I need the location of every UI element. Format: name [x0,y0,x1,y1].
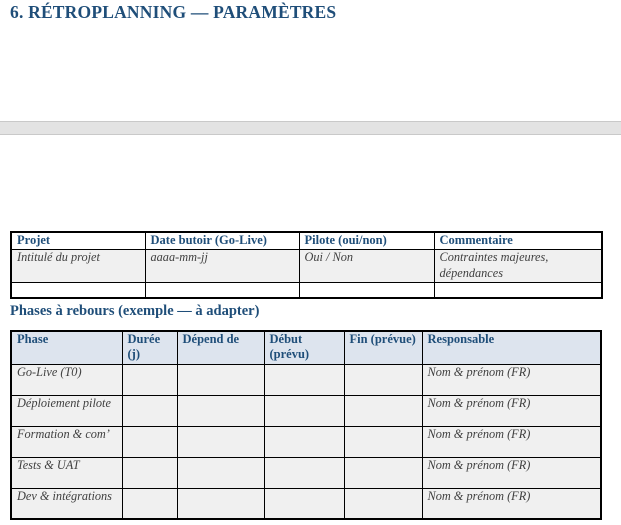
cell-debut[interactable] [263,425,345,458]
params-header-date-butoir: Date butoir (Go-Live) [144,231,300,251]
params-header-pilote: Pilote (oui/non) [298,231,435,251]
cell-responsable[interactable]: Nom & prénom (FR) [421,425,602,458]
cell-depend-de[interactable] [176,456,265,489]
cell-debut[interactable] [263,487,345,520]
cell-duree[interactable] [121,363,178,396]
cell-phase[interactable]: Go-Live (T0) [10,363,123,396]
phases-header-responsable: Responsable [421,330,602,365]
cell-empty[interactable] [10,282,146,299]
cell-commentaire[interactable]: Contraintes majeures, dépendances [433,249,603,284]
cell-fin[interactable] [343,487,423,520]
cell-fin[interactable] [343,363,423,396]
cell-empty[interactable] [298,282,435,299]
cell-empty[interactable] [433,282,603,299]
cell-debut[interactable] [263,363,345,396]
phases-header-duree: Durée (j) [121,330,178,365]
cell-pilote[interactable]: Oui / Non [298,249,435,284]
phase-row-tests-uat: Tests & UAT Nom & prénom (FR) [10,456,602,489]
phases-section-title: Phases à rebours (exemple — à adapter) [10,303,260,319]
phase-row-dev-integrations: Dev & intégrations Nom & prénom (FR) [10,487,602,520]
cell-date-butoir[interactable]: aaaa-mm-jj [144,249,300,284]
cell-duree[interactable] [121,487,178,520]
phases-table: Phase Durée (j) Dépend de Début (prévu) … [10,330,602,520]
cell-phase[interactable]: Formation & com’ [10,425,123,458]
cell-duree[interactable] [121,394,178,427]
cell-duree[interactable] [121,456,178,489]
phase-row-go-live: Go-Live (T0) Nom & prénom (FR) [10,363,602,396]
params-header-projet: Projet [10,231,146,251]
cell-depend-de[interactable] [176,363,265,396]
cell-responsable[interactable]: Nom & prénom (FR) [421,363,602,396]
cell-debut[interactable] [263,394,345,427]
phases-header-fin: Fin (prévue) [343,330,423,365]
cell-responsable[interactable]: Nom & prénom (FR) [421,456,602,489]
cell-intitule-projet[interactable]: Intitulé du projet [10,249,146,284]
cell-depend-de[interactable] [176,487,265,520]
phase-row-formation-com: Formation & com’ Nom & prénom (FR) [10,425,602,458]
params-header-commentaire: Commentaire [433,231,603,251]
cell-fin[interactable] [343,425,423,458]
phases-header-depend-de: Dépend de [176,330,265,365]
params-empty-row [10,282,603,299]
cell-fin[interactable] [343,456,423,489]
cell-responsable[interactable]: Nom & prénom (FR) [421,487,602,520]
params-placeholder-row: Intitulé du projet aaaa-mm-jj Oui / Non … [10,249,603,284]
cell-debut[interactable] [263,456,345,489]
phases-header-row: Phase Durée (j) Dépend de Début (prévu) … [10,330,602,365]
phase-row-deploiement-pilote: Déploiement pilote Nom & prénom (FR) [10,394,602,427]
cell-phase[interactable]: Tests & UAT [10,456,123,489]
cell-duree[interactable] [121,425,178,458]
page-title: 6. RÉTROPLANNING — PARAMÈTRES [10,2,337,22]
cell-responsable[interactable]: Nom & prénom (FR) [421,394,602,427]
cell-fin[interactable] [343,394,423,427]
params-header-row: Projet Date butoir (Go-Live) Pilote (oui… [10,231,603,251]
cell-depend-de[interactable] [176,425,265,458]
cell-depend-de[interactable] [176,394,265,427]
section-divider-bar [0,121,621,135]
cell-phase[interactable]: Dev & intégrations [10,487,123,520]
phases-header-phase: Phase [10,330,123,365]
cell-phase[interactable]: Déploiement pilote [10,394,123,427]
params-table: Projet Date butoir (Go-Live) Pilote (oui… [10,231,603,299]
phases-header-debut: Début (prévu) [263,330,345,365]
cell-empty[interactable] [144,282,300,299]
